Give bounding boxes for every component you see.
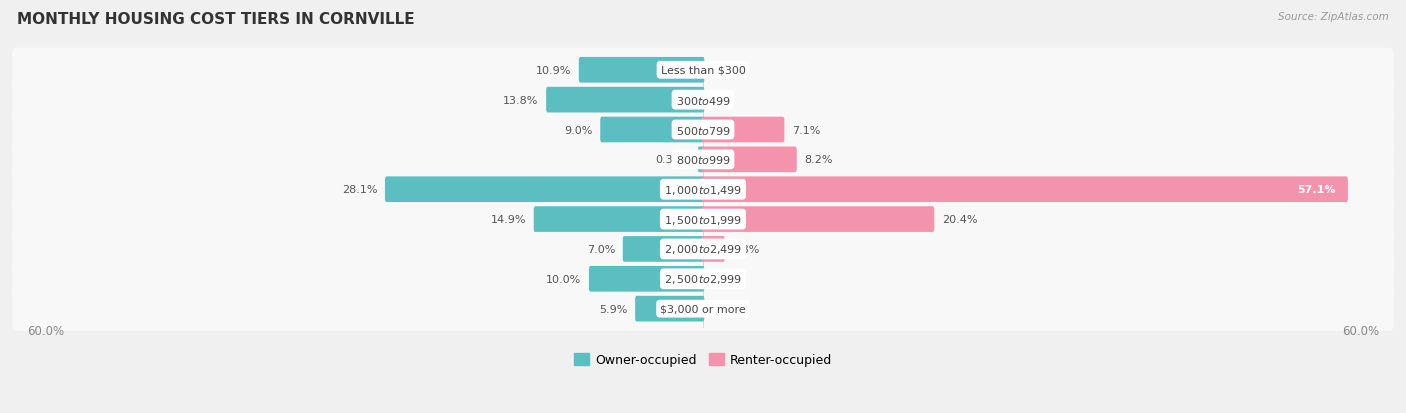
FancyBboxPatch shape [13, 287, 1393, 331]
Text: $2,000 to $2,499: $2,000 to $2,499 [664, 243, 742, 256]
Text: $800 to $999: $800 to $999 [675, 154, 731, 166]
Text: $1,500 to $1,999: $1,500 to $1,999 [664, 213, 742, 226]
Text: 14.9%: 14.9% [491, 215, 526, 225]
FancyBboxPatch shape [636, 296, 704, 322]
Text: 9.0%: 9.0% [564, 125, 592, 135]
FancyBboxPatch shape [697, 147, 704, 173]
Text: 10.0%: 10.0% [546, 274, 581, 284]
Text: 8.2%: 8.2% [804, 155, 832, 165]
FancyBboxPatch shape [546, 88, 704, 113]
FancyBboxPatch shape [579, 58, 704, 83]
Text: $300 to $499: $300 to $499 [675, 95, 731, 107]
Text: 5.9%: 5.9% [599, 304, 627, 314]
FancyBboxPatch shape [702, 177, 1348, 202]
FancyBboxPatch shape [13, 227, 1393, 271]
FancyBboxPatch shape [13, 108, 1393, 152]
FancyBboxPatch shape [13, 257, 1393, 301]
FancyBboxPatch shape [623, 237, 704, 262]
Text: Less than $300: Less than $300 [661, 66, 745, 76]
Text: 28.1%: 28.1% [342, 185, 377, 195]
FancyBboxPatch shape [13, 168, 1393, 212]
FancyBboxPatch shape [589, 266, 704, 292]
Text: MONTHLY HOUSING COST TIERS IN CORNVILLE: MONTHLY HOUSING COST TIERS IN CORNVILLE [17, 12, 415, 27]
Text: 57.1%: 57.1% [1296, 185, 1336, 195]
FancyBboxPatch shape [13, 78, 1393, 122]
FancyBboxPatch shape [534, 207, 704, 233]
FancyBboxPatch shape [13, 49, 1393, 93]
Text: 13.8%: 13.8% [503, 95, 538, 105]
Text: 0.34%: 0.34% [655, 155, 690, 165]
Text: 60.0%: 60.0% [27, 324, 63, 337]
Text: 7.0%: 7.0% [586, 244, 614, 254]
Legend: Owner-occupied, Renter-occupied: Owner-occupied, Renter-occupied [568, 348, 838, 371]
Text: 1.8%: 1.8% [733, 244, 761, 254]
Text: 10.9%: 10.9% [536, 66, 571, 76]
FancyBboxPatch shape [702, 207, 934, 233]
Text: $500 to $799: $500 to $799 [675, 124, 731, 136]
Text: 7.1%: 7.1% [792, 125, 821, 135]
Text: 20.4%: 20.4% [942, 215, 977, 225]
FancyBboxPatch shape [702, 147, 797, 173]
Text: Source: ZipAtlas.com: Source: ZipAtlas.com [1278, 12, 1389, 22]
Text: $2,500 to $2,999: $2,500 to $2,999 [664, 273, 742, 286]
Text: 60.0%: 60.0% [1343, 324, 1379, 337]
Text: $3,000 or more: $3,000 or more [661, 304, 745, 314]
FancyBboxPatch shape [13, 197, 1393, 242]
Text: $1,000 to $1,499: $1,000 to $1,499 [664, 183, 742, 196]
FancyBboxPatch shape [13, 138, 1393, 182]
FancyBboxPatch shape [600, 117, 704, 143]
FancyBboxPatch shape [702, 117, 785, 143]
FancyBboxPatch shape [702, 237, 724, 262]
FancyBboxPatch shape [385, 177, 704, 202]
